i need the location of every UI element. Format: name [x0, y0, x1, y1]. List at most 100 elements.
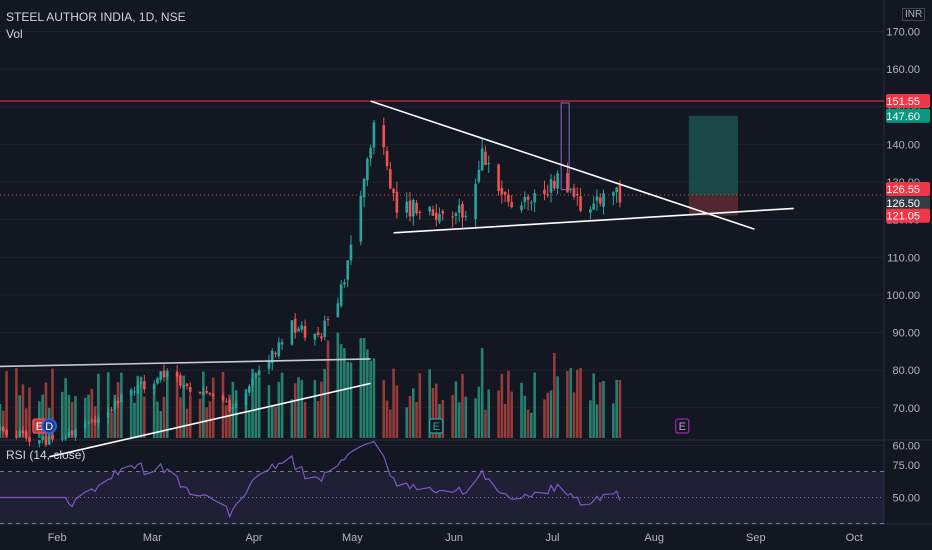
candle-body — [106, 411, 110, 418]
price-tag-label: 151.55 — [886, 96, 920, 108]
candle-body — [267, 361, 271, 369]
volume-bar — [156, 401, 159, 438]
volume-bar — [136, 375, 140, 438]
volume-bar — [497, 390, 500, 438]
candle-body — [129, 389, 133, 395]
candle-body — [303, 326, 307, 338]
volume-bar — [188, 395, 192, 438]
volume-bar — [90, 388, 94, 438]
price-tag[interactable]: 121.05 — [886, 208, 930, 223]
volume-bar — [526, 409, 530, 438]
candle-body — [487, 162, 491, 164]
event-badge-earnings[interactable]: E — [429, 418, 444, 434]
volume-bar — [182, 375, 185, 438]
target-zone — [688, 115, 738, 196]
volume-bar — [612, 403, 615, 438]
volume-bar — [1, 410, 5, 438]
candle-body — [290, 320, 294, 345]
candle-body — [152, 384, 156, 390]
volume-bar — [385, 400, 389, 438]
candle-body — [44, 436, 48, 445]
candle-body — [162, 370, 166, 378]
volume-bar — [300, 380, 304, 438]
symbol-title[interactable]: STEEL AUTHOR INDIA, 1D, NSE — [6, 10, 186, 24]
volume-bar — [83, 397, 87, 438]
volume-bar — [21, 384, 25, 438]
volume-bar — [530, 412, 533, 438]
volume-indicator-label[interactable]: Vol — [6, 27, 23, 41]
candle-body — [523, 196, 527, 203]
price-tag[interactable]: 126.50 — [886, 196, 930, 211]
candle-body — [1, 426, 5, 432]
volume-bar — [293, 383, 297, 438]
price-axis: 60.0070.0080.0090.00100.00110.00120.0013… — [886, 27, 930, 453]
candle-body — [175, 371, 179, 377]
candle-body — [326, 319, 330, 321]
candle-body — [389, 169, 392, 189]
volume-bar — [362, 338, 366, 438]
volume-bar — [15, 368, 18, 438]
candle-body — [90, 420, 94, 422]
candle-body — [231, 406, 235, 411]
candle-body — [70, 430, 74, 435]
volume-bar — [270, 405, 274, 438]
candle-body — [598, 197, 602, 204]
price-tag[interactable]: 147.60 — [886, 108, 930, 123]
volume-bar — [366, 349, 369, 438]
candle-body — [464, 215, 468, 217]
volume-bar — [133, 402, 136, 438]
rsi-indicator-label[interactable]: RSI (14, close) — [6, 448, 86, 462]
volume-bar — [566, 371, 569, 438]
volume-bar — [267, 385, 271, 438]
candle-body — [415, 202, 418, 214]
volume-bar — [339, 344, 343, 438]
candle-body — [346, 260, 349, 280]
time-tick-label: Oct — [846, 532, 863, 544]
candle-body — [359, 195, 363, 242]
candle-body — [143, 381, 146, 390]
candle-body — [0, 426, 2, 431]
candle-body — [24, 431, 28, 439]
candle-body — [405, 201, 409, 213]
price-tag[interactable]: 151.55 — [886, 93, 930, 108]
volume-bar — [110, 412, 113, 438]
volume-bar — [553, 353, 556, 438]
volume-bar — [67, 394, 71, 438]
candle-body — [15, 435, 18, 437]
volume-bar — [503, 403, 507, 438]
volume-bar — [336, 332, 340, 438]
currency-badge[interactable]: INR — [902, 8, 926, 21]
volume-bar — [389, 409, 392, 438]
candle-body — [431, 209, 435, 216]
candle-body — [165, 370, 169, 377]
price-tick-label: 100.00 — [886, 290, 920, 302]
volume-bar — [572, 392, 576, 438]
price-tick-label: 140.00 — [886, 139, 920, 151]
candle-body — [182, 384, 185, 387]
price-tick-label: 110.00 — [887, 252, 920, 264]
volume-bar — [320, 381, 323, 438]
volume-bar — [211, 377, 215, 438]
price-tick-label: 170.00 — [886, 27, 920, 39]
event-badge-earnings-upcoming[interactable]: E — [675, 418, 690, 434]
candle-body — [336, 303, 340, 318]
volume-bar — [70, 402, 74, 438]
volume-bar — [5, 370, 8, 438]
price-gridlines — [0, 31, 884, 446]
volume-bar — [313, 379, 317, 438]
volume-bar — [434, 383, 438, 438]
price-tick-label: 70.00 — [892, 403, 920, 415]
candle-body — [454, 213, 458, 216]
candle-body — [484, 151, 487, 165]
candle-body — [477, 169, 481, 182]
time-tick-label: Feb — [48, 532, 67, 544]
trend-line-upper-triangle — [370, 100, 755, 230]
candle-body — [566, 173, 569, 193]
event-badge-dividend[interactable]: D — [41, 418, 57, 434]
price-tag[interactable]: 126.55 — [886, 182, 930, 197]
time-tick-label: Sep — [746, 532, 766, 544]
candle-body — [556, 173, 559, 189]
volume-bar — [372, 358, 376, 438]
volume-bar — [185, 408, 189, 438]
